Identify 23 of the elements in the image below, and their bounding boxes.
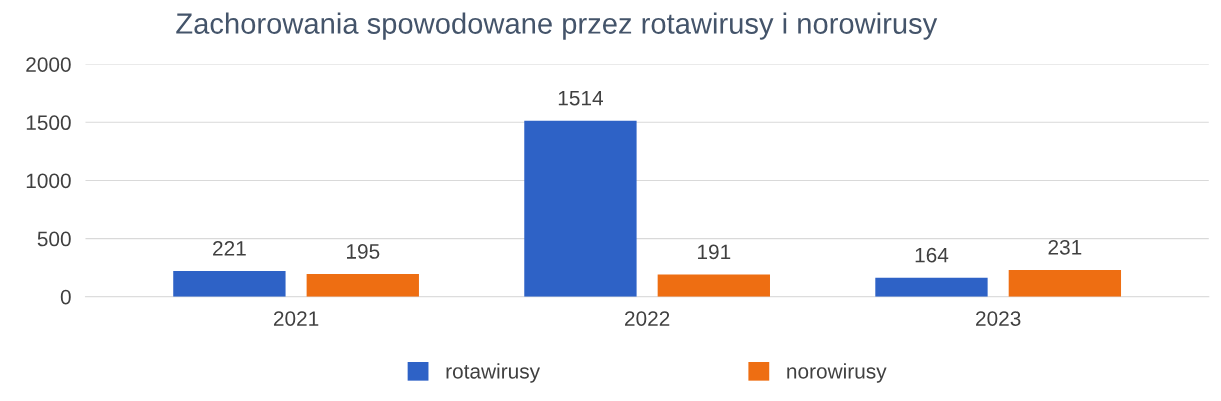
legend-label: norowirusy xyxy=(787,363,887,383)
data-label: 231 xyxy=(1048,239,1082,255)
data-label: 221 xyxy=(213,241,246,256)
data-label: 1514 xyxy=(558,90,603,106)
data-label: 195 xyxy=(347,244,380,259)
y-tick-label: 2000 xyxy=(26,57,71,72)
legend-label: rotawirusy xyxy=(446,363,541,383)
bar xyxy=(173,271,286,297)
bar xyxy=(524,120,637,297)
x-tick-label: 2023 xyxy=(976,311,1021,326)
chart-title: Zachorowania spowodowane przez rotawirusy i norowirusy xyxy=(176,12,938,40)
data-label: 191 xyxy=(698,244,731,260)
y-tick-label: 1500 xyxy=(26,115,71,131)
x-tick-label: 2021 xyxy=(273,311,319,326)
data-label: 164 xyxy=(915,247,949,263)
y-tick-label: 1000 xyxy=(26,173,71,189)
bar xyxy=(306,274,419,297)
y-tick-label: 0 xyxy=(60,289,71,305)
bar xyxy=(875,277,988,297)
x-tick-label: 2022 xyxy=(625,311,670,326)
bar xyxy=(657,274,770,297)
y-tick-label: 500 xyxy=(37,231,71,247)
bar xyxy=(1008,269,1122,297)
